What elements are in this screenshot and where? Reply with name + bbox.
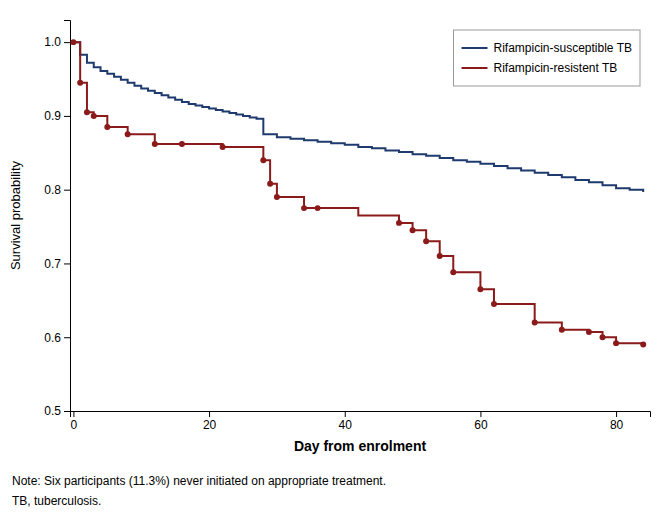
tick-label: 40 (339, 418, 353, 432)
tick-mark (73, 411, 74, 417)
marker (84, 109, 90, 115)
tick-label: 60 (474, 418, 488, 432)
tick: 60 (474, 411, 488, 432)
marker (450, 269, 456, 275)
marker (179, 141, 185, 147)
tick-label: 0.5 (44, 404, 61, 418)
marker (152, 141, 158, 147)
marker (260, 157, 266, 163)
tick-label: 0.6 (44, 331, 61, 345)
marker (586, 329, 592, 335)
tick-label: 80 (610, 418, 624, 432)
legend-label: Rifampicin-susceptible TB (494, 41, 633, 55)
tick-mark (64, 42, 70, 43)
x-axis-title: Day from enrolment (294, 438, 427, 454)
note: TB, tuberculosis. (12, 494, 101, 508)
marker (532, 319, 538, 325)
tick-mark (616, 411, 617, 417)
marker (640, 342, 646, 348)
legend-item: Rifampicin-resistent TB (462, 61, 618, 75)
tick: 0.5 (44, 404, 70, 418)
marker (104, 124, 110, 130)
tick-mark (64, 337, 70, 338)
tick-mark (64, 116, 70, 117)
note: Note: Six participants (11.3%) never ini… (12, 474, 386, 488)
marker (437, 253, 443, 259)
marker (301, 205, 307, 211)
marker (274, 194, 280, 200)
legend-swatch (462, 67, 488, 69)
marker (613, 340, 619, 346)
legend-box (454, 30, 641, 86)
tick-mark (480, 411, 481, 417)
marker (267, 181, 273, 187)
tick: 0.6 (44, 331, 70, 345)
tick-mark (209, 411, 210, 417)
plot: 0 20 40 60 80 0.5 0.6 0.7 0.8 0.9 1.0 Rifampicin-su… (44, 21, 650, 432)
tick-mark (64, 263, 70, 264)
tick-label: 0.9 (44, 109, 61, 123)
tick: 0.7 (44, 257, 70, 271)
tick-mark (345, 411, 346, 417)
tick: 1.0 (44, 35, 70, 49)
marker (396, 220, 402, 226)
chart: 0 20 40 60 80 0.5 0.6 0.7 0.8 0.9 1.0 Rifampicin-su… (0, 0, 670, 521)
tick: 0.9 (44, 109, 70, 123)
legend: Rifampicin-susceptible TB Rifampicin-resi… (454, 30, 641, 86)
tick: 0.8 (44, 183, 70, 197)
marker (70, 39, 76, 45)
tick: 80 (610, 411, 624, 432)
marker (77, 80, 83, 86)
x-axis: 0 20 40 60 80 (71, 411, 651, 432)
legend-swatch (462, 47, 488, 49)
y-axis-title: Survival probability (8, 160, 23, 270)
tick-label: 1.0 (44, 35, 61, 49)
marker (600, 334, 606, 340)
tick-label: 0.7 (44, 257, 61, 271)
marker (559, 327, 565, 333)
marker (491, 301, 497, 307)
marker (91, 113, 97, 119)
axis-line (64, 21, 71, 412)
line (73, 42, 643, 344)
tick: 0 (71, 411, 78, 432)
legend-label: Rifampicin-resistent TB (494, 61, 618, 75)
line (73, 42, 643, 192)
tick-mark (64, 190, 70, 191)
marker (423, 238, 429, 244)
marker (125, 131, 131, 137)
tick: 20 (203, 411, 217, 432)
marker (477, 286, 483, 292)
legend-item: Rifampicin-susceptible TB (462, 41, 633, 55)
tick-label: 20 (203, 418, 217, 432)
tick-mark (64, 411, 70, 412)
tick-label: 0.8 (44, 183, 61, 197)
y-axis: 0.5 0.6 0.7 0.8 0.9 1.0 (44, 21, 70, 419)
axis-line (71, 412, 651, 418)
tick-label: 0 (71, 418, 78, 432)
tick: 40 (339, 411, 353, 432)
marker (315, 205, 321, 211)
marker (410, 227, 416, 233)
marker (220, 144, 226, 150)
